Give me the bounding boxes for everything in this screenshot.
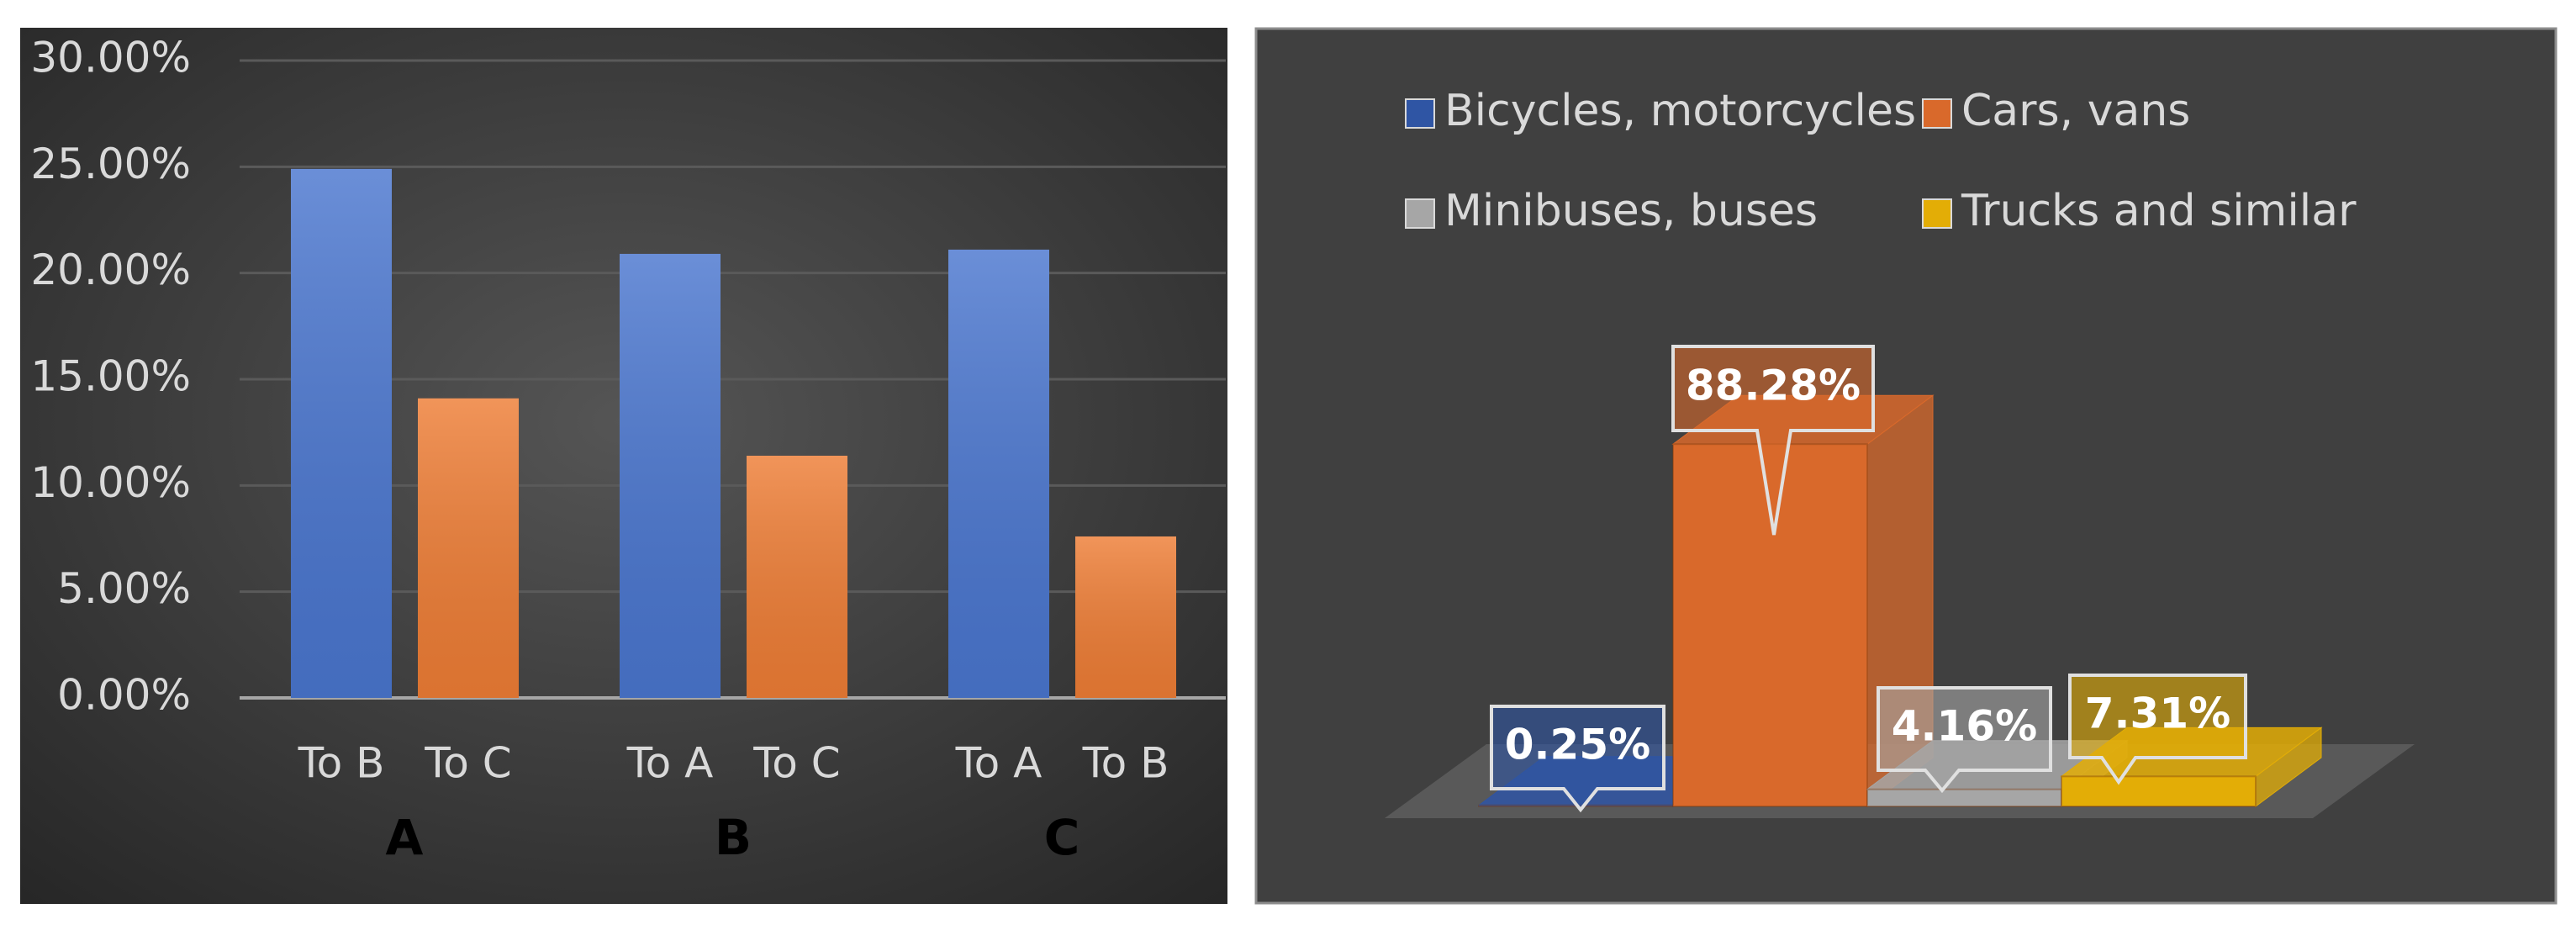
- data-label: 0.25%: [1505, 721, 1650, 769]
- y-tick-label: 0.00%: [57, 671, 191, 720]
- y-tick-label: 15.00%: [30, 352, 191, 401]
- y-tick-label: 5.00%: [57, 564, 191, 613]
- legend-swatch: [1405, 98, 1435, 129]
- x-tick-label: To A: [626, 739, 714, 788]
- bar-chart: 0.00% 5.00% 10.00% 15.00% 20.00% 25.00% 30.00%…: [30, 34, 1226, 866]
- legend-swatch: [1922, 98, 1952, 129]
- bar: [2061, 775, 2257, 808]
- x-tick-label: To C: [424, 739, 511, 788]
- bar-shade: [747, 455, 847, 698]
- data-label: 88.28%: [1686, 362, 1861, 410]
- x-tick-label: To B: [1082, 739, 1169, 788]
- bar3d-chart: Bicycles, motorcycles Cars, vans Minibuses…: [1405, 86, 2357, 813]
- group-label: B: [715, 809, 752, 866]
- legend-swatch: [1405, 198, 1435, 229]
- bar: [1866, 788, 2062, 808]
- group-label: A: [386, 809, 424, 866]
- y-tick-label: 20.00%: [30, 246, 191, 294]
- x-tick-label: To A: [955, 739, 1043, 788]
- group-label: C: [1044, 809, 1080, 866]
- x-tick-label: To B: [298, 739, 385, 788]
- legend-label: Minibuses, buses: [1444, 186, 1818, 236]
- data-label: 4.16%: [1892, 702, 2037, 751]
- legend-label: Bicycles, motorcycles: [1444, 86, 1916, 136]
- bar-shade: [620, 253, 721, 699]
- legend-label: Cars, vans: [1961, 86, 2190, 136]
- x-tick-label: To C: [752, 739, 840, 788]
- callout: [1671, 345, 1875, 536]
- callout: [1490, 705, 1665, 813]
- y-tick-label: 30.00%: [30, 34, 191, 82]
- callout: [1877, 686, 2052, 794]
- bar-shade: [1075, 536, 1176, 698]
- data-label: 7.31%: [2085, 690, 2230, 738]
- legend-swatch: [1922, 198, 1952, 229]
- callout: [2068, 674, 2247, 785]
- bar-shade: [948, 249, 1049, 699]
- legend-label: Trucks and similar: [1961, 186, 2357, 236]
- y-tick-label: 25.00%: [30, 140, 191, 188]
- bar-shade: [291, 168, 392, 699]
- y-tick-label: 10.00%: [30, 458, 191, 507]
- bar-shade: [418, 398, 519, 698]
